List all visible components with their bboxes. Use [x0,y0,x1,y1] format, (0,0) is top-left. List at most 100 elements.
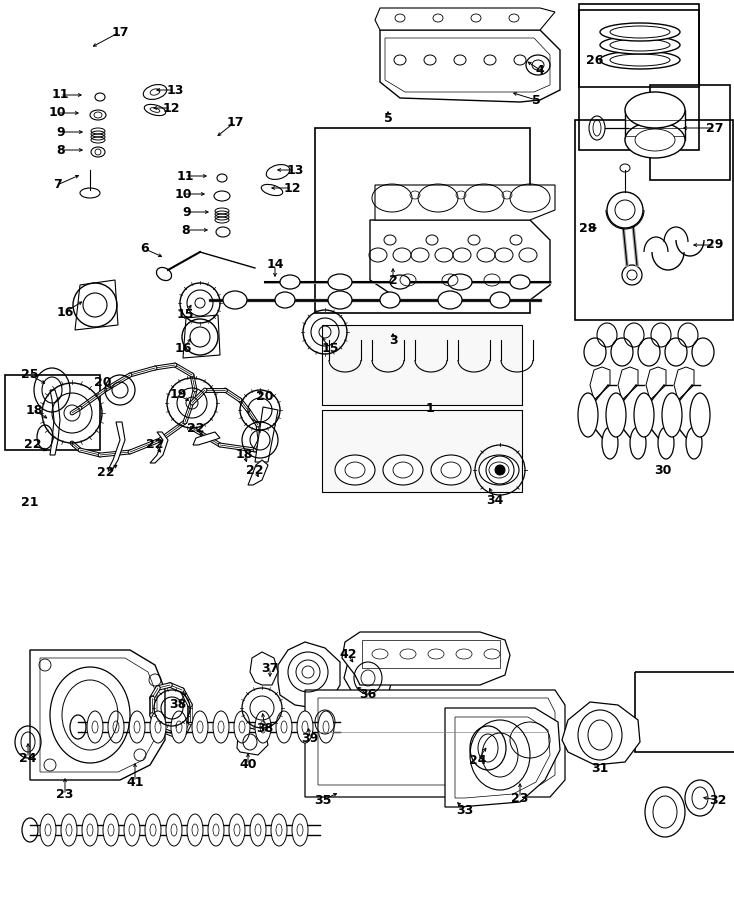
Ellipse shape [275,292,295,308]
Ellipse shape [438,291,462,309]
Polygon shape [646,367,666,400]
Bar [5,375,100,450]
Bar [650,85,730,180]
Polygon shape [193,432,220,445]
Text: 22: 22 [24,438,42,452]
Polygon shape [618,367,638,400]
Text: 9: 9 [183,205,192,219]
Text: 14: 14 [266,258,284,272]
Text: 38: 38 [170,698,186,712]
Ellipse shape [431,455,471,485]
Text: 1: 1 [426,401,435,415]
Ellipse shape [82,814,98,846]
Ellipse shape [578,393,598,437]
Text: 15: 15 [176,309,194,321]
Text: 27: 27 [706,122,724,134]
Ellipse shape [171,711,187,743]
Polygon shape [248,460,268,485]
Ellipse shape [66,824,72,836]
Ellipse shape [489,462,509,478]
Ellipse shape [276,711,292,743]
Ellipse shape [658,427,674,459]
Text: 35: 35 [314,794,332,806]
Text: 23: 23 [57,788,73,802]
Text: 5: 5 [531,94,540,106]
Ellipse shape [662,393,682,437]
Polygon shape [322,410,522,492]
Text: 5: 5 [384,112,393,124]
Ellipse shape [40,814,56,846]
Text: 6: 6 [141,242,149,256]
Polygon shape [75,280,118,330]
Polygon shape [30,650,165,780]
Text: 11: 11 [176,169,194,183]
Text: 38: 38 [256,722,274,734]
Polygon shape [250,652,278,685]
Text: 12: 12 [283,182,301,194]
Text: 22: 22 [146,438,164,452]
Polygon shape [375,8,555,30]
Text: 18: 18 [236,448,252,462]
Text: 17: 17 [226,115,244,129]
Ellipse shape [335,455,375,485]
Ellipse shape [630,427,646,459]
Ellipse shape [606,393,626,437]
Polygon shape [278,642,340,708]
Ellipse shape [297,711,313,743]
Ellipse shape [113,721,119,733]
Polygon shape [344,655,392,700]
Text: 34: 34 [487,493,504,507]
Text: 9: 9 [57,125,65,139]
Text: 22: 22 [246,464,264,476]
Ellipse shape [255,711,271,743]
Ellipse shape [610,54,670,66]
Ellipse shape [610,39,670,51]
Ellipse shape [213,711,229,743]
Ellipse shape [197,721,203,733]
Ellipse shape [323,721,329,733]
Ellipse shape [213,824,219,836]
Bar [575,120,733,320]
Ellipse shape [345,462,365,478]
Text: 26: 26 [586,53,603,67]
Polygon shape [674,367,694,400]
Bar [579,4,699,87]
Ellipse shape [393,462,413,478]
Text: 22: 22 [97,466,115,480]
Polygon shape [305,705,345,738]
Ellipse shape [510,275,530,289]
Text: 24: 24 [469,753,487,767]
Text: 36: 36 [360,688,377,701]
Polygon shape [237,728,268,755]
Text: 8: 8 [57,143,65,157]
Ellipse shape [92,721,98,733]
Ellipse shape [150,711,166,743]
Polygon shape [375,185,555,220]
Ellipse shape [218,721,224,733]
Text: 24: 24 [19,752,37,764]
Ellipse shape [380,292,400,308]
Bar [635,672,734,752]
Ellipse shape [441,462,461,478]
Text: 10: 10 [48,106,66,120]
Text: 2: 2 [388,274,397,286]
Text: 25: 25 [21,368,39,382]
Polygon shape [562,702,640,765]
Ellipse shape [448,274,472,290]
Ellipse shape [280,275,300,289]
Ellipse shape [45,824,51,836]
Ellipse shape [234,711,250,743]
Ellipse shape [129,711,145,743]
Text: 33: 33 [457,804,473,816]
Ellipse shape [250,814,266,846]
Ellipse shape [328,291,352,309]
Polygon shape [305,690,565,797]
Polygon shape [590,367,610,400]
Ellipse shape [302,721,308,733]
Ellipse shape [166,814,182,846]
Text: 31: 31 [592,761,608,775]
Polygon shape [370,220,550,300]
Text: 4: 4 [536,64,545,76]
Text: 3: 3 [389,334,397,346]
Ellipse shape [479,455,519,485]
